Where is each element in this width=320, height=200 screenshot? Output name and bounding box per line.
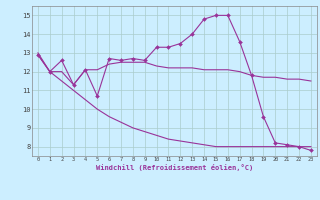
X-axis label: Windchill (Refroidissement éolien,°C): Windchill (Refroidissement éolien,°C) bbox=[96, 164, 253, 171]
